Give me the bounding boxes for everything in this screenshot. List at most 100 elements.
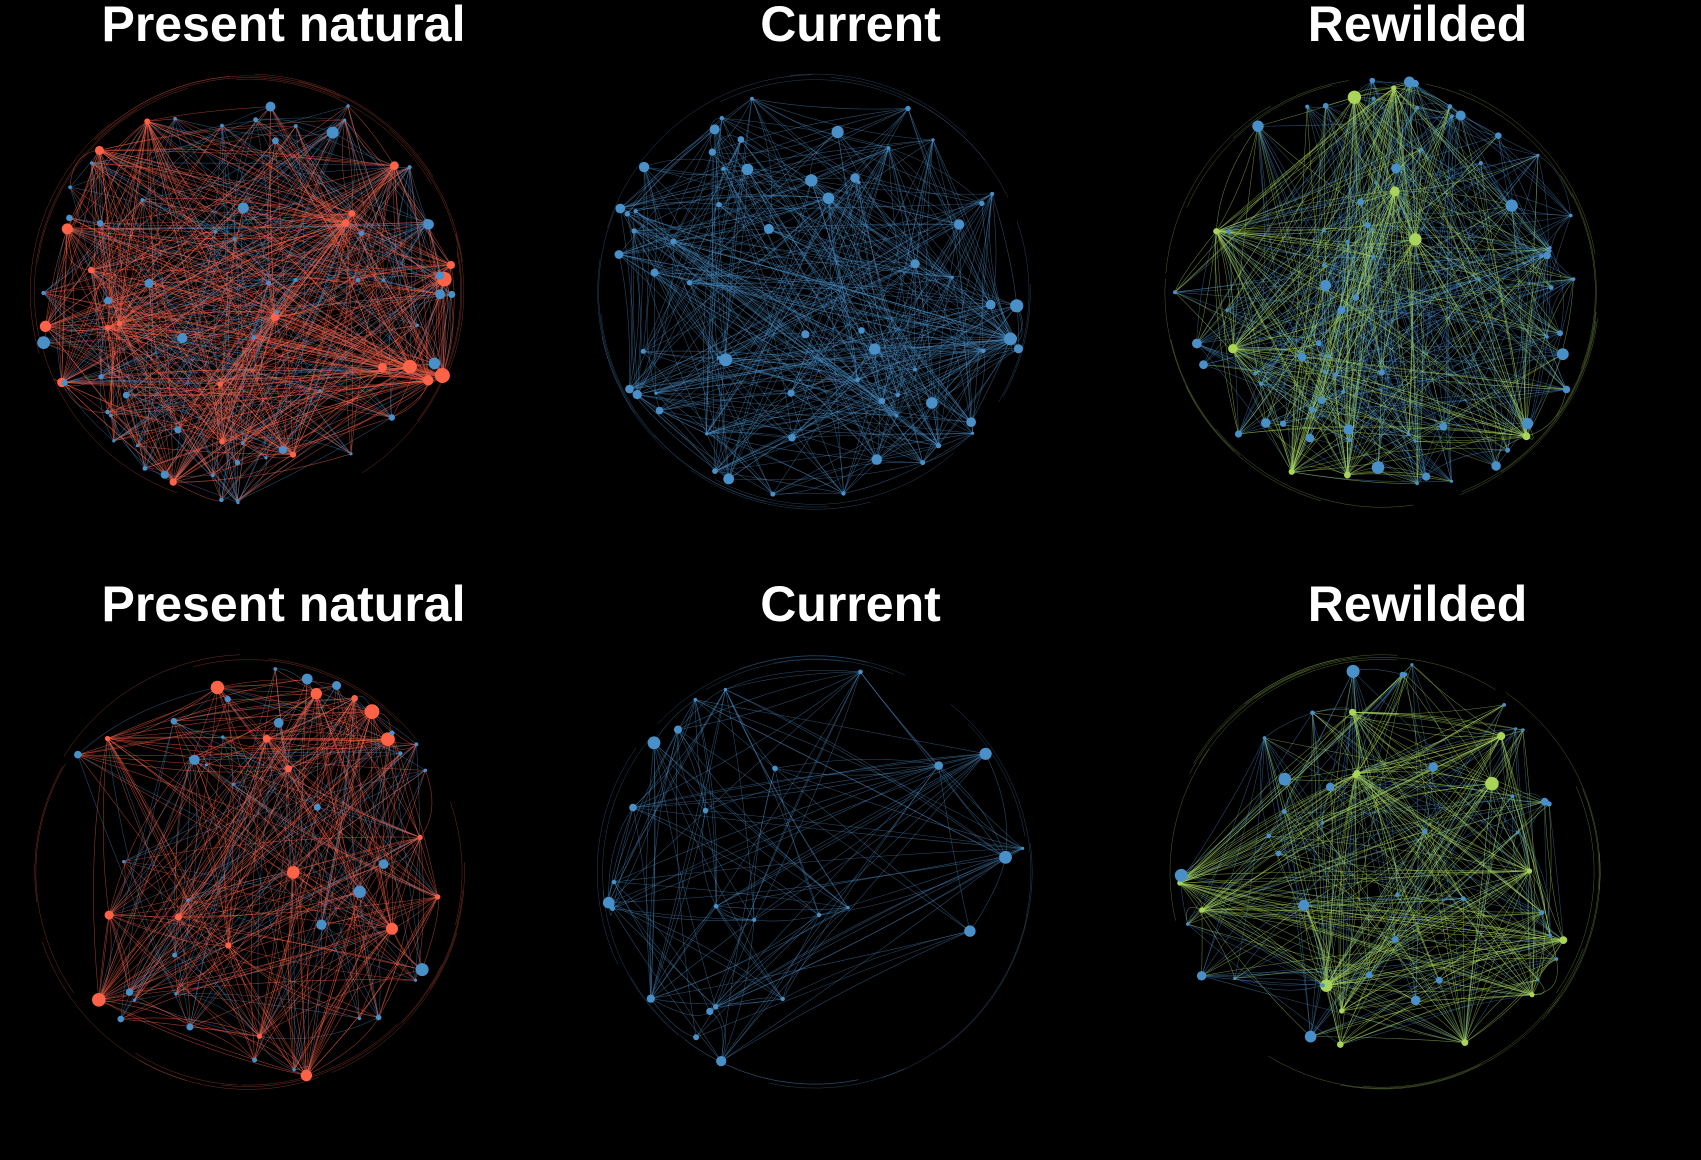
edge <box>596 747 637 965</box>
highlight-edge <box>61 222 346 383</box>
edge <box>1312 712 1358 774</box>
highlight-edge <box>270 106 411 367</box>
highlight-edge <box>219 325 418 385</box>
edge <box>147 121 429 225</box>
edge <box>1201 975 1323 986</box>
highlight-edge <box>1340 939 1564 1045</box>
highlight-edge <box>1341 796 1513 1012</box>
edge <box>654 272 984 352</box>
highlight-edge <box>270 106 383 368</box>
highlight-edge <box>1341 674 1406 1011</box>
edge <box>1228 201 1361 232</box>
node <box>343 118 347 122</box>
node <box>1320 279 1332 291</box>
node <box>1543 251 1551 260</box>
edge <box>1367 224 1382 373</box>
edge <box>1480 162 1513 206</box>
highlight-edge <box>295 126 411 367</box>
edge <box>751 98 897 416</box>
edge <box>1265 389 1567 424</box>
highlight-edge <box>119 323 443 376</box>
node <box>378 859 389 869</box>
highlight-edge <box>1394 155 1539 192</box>
highlight-edge <box>1232 348 1567 390</box>
edge <box>620 168 724 209</box>
highlight-node <box>378 362 387 372</box>
node <box>1548 246 1552 250</box>
highlight-edge <box>1531 958 1557 995</box>
edge <box>626 213 642 395</box>
node <box>1364 222 1371 228</box>
edge <box>34 108 138 343</box>
node <box>219 497 224 503</box>
edge <box>221 964 442 1087</box>
edge <box>144 166 410 469</box>
highlight-edge <box>1347 279 1480 476</box>
edge <box>612 908 755 921</box>
highlight-node <box>1288 468 1295 475</box>
highlight-edge <box>1335 374 1527 437</box>
highlight-edge <box>134 698 355 1001</box>
edge <box>1196 337 1319 344</box>
highlight-edge <box>221 366 411 442</box>
highlight-edge <box>1355 664 1413 776</box>
node <box>841 491 846 496</box>
edge <box>98 945 229 1001</box>
edge <box>1394 191 1561 334</box>
edge <box>1556 192 1597 417</box>
edge <box>1268 671 1354 837</box>
highlight-edge <box>1394 191 1550 252</box>
highlight-node <box>217 381 223 387</box>
highlight-edge <box>1216 231 1350 441</box>
highlight-edge <box>107 383 221 413</box>
highlight-edge <box>69 186 411 368</box>
node <box>1333 372 1338 377</box>
highlight-edge <box>1216 224 1368 235</box>
node <box>318 389 322 393</box>
highlight-edge <box>67 121 148 230</box>
edge <box>969 857 1006 932</box>
edge <box>119 106 271 324</box>
highlight-node <box>390 161 399 171</box>
edge <box>649 729 679 999</box>
node <box>1357 198 1365 206</box>
highlight-edge <box>119 119 345 324</box>
edge <box>721 118 878 460</box>
highlight-edge <box>243 207 346 226</box>
edge <box>144 390 321 469</box>
highlight-edge <box>1341 310 1355 476</box>
edge <box>618 254 875 350</box>
highlight-edge <box>1284 735 1502 780</box>
edge <box>1409 81 1419 484</box>
highlight-edge <box>1354 97 1416 442</box>
highlight-edge <box>391 380 429 418</box>
edge <box>1265 191 1396 424</box>
node <box>1013 336 1018 341</box>
edge <box>332 132 428 223</box>
highlight-edge <box>266 738 393 929</box>
node <box>220 123 224 128</box>
edge <box>321 924 379 1018</box>
edge <box>1460 115 1561 334</box>
highlight-edge <box>1340 783 1493 1045</box>
highlight-edge <box>321 837 421 925</box>
highlight-edge <box>1354 97 1561 334</box>
edge <box>751 98 909 110</box>
edge <box>1201 811 1285 911</box>
edge <box>653 742 849 909</box>
node <box>934 761 943 770</box>
highlight-edge <box>1354 97 1552 288</box>
highlight-edge <box>99 150 359 281</box>
node <box>173 116 177 121</box>
edge <box>1480 162 1497 466</box>
edge <box>650 671 861 999</box>
highlight-edge <box>295 125 346 223</box>
node <box>670 238 677 245</box>
edge <box>177 125 223 430</box>
node <box>1536 978 1540 982</box>
node <box>234 459 241 466</box>
edge <box>1203 364 1350 441</box>
node <box>316 919 327 930</box>
highlight-edge <box>172 165 395 483</box>
edge <box>1257 126 1348 476</box>
